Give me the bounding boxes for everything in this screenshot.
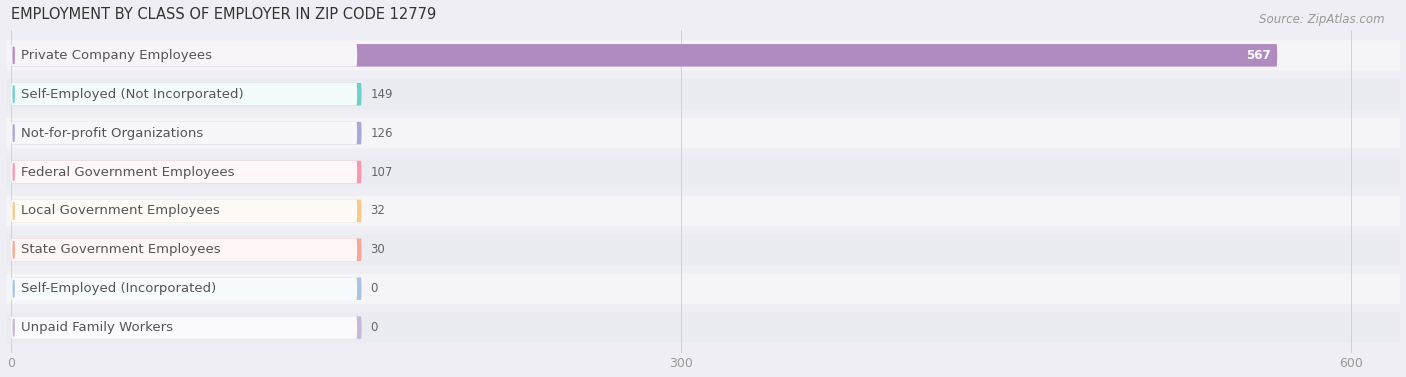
FancyBboxPatch shape xyxy=(7,313,1400,343)
Text: 107: 107 xyxy=(371,166,392,179)
FancyBboxPatch shape xyxy=(11,161,361,183)
Text: 32: 32 xyxy=(371,204,385,218)
FancyBboxPatch shape xyxy=(11,44,357,67)
FancyBboxPatch shape xyxy=(11,277,357,300)
FancyBboxPatch shape xyxy=(11,200,357,222)
FancyBboxPatch shape xyxy=(11,239,357,261)
Text: Self-Employed (Not Incorporated): Self-Employed (Not Incorporated) xyxy=(21,88,243,101)
Text: 30: 30 xyxy=(371,243,385,256)
FancyBboxPatch shape xyxy=(11,316,357,339)
FancyBboxPatch shape xyxy=(11,83,357,106)
FancyBboxPatch shape xyxy=(11,122,357,144)
Text: Self-Employed (Incorporated): Self-Employed (Incorporated) xyxy=(21,282,217,295)
FancyBboxPatch shape xyxy=(7,157,1400,187)
Text: Source: ZipAtlas.com: Source: ZipAtlas.com xyxy=(1260,13,1385,26)
FancyBboxPatch shape xyxy=(7,274,1400,304)
FancyBboxPatch shape xyxy=(11,277,361,300)
Text: State Government Employees: State Government Employees xyxy=(21,243,221,256)
Text: EMPLOYMENT BY CLASS OF EMPLOYER IN ZIP CODE 12779: EMPLOYMENT BY CLASS OF EMPLOYER IN ZIP C… xyxy=(11,7,436,22)
Text: Local Government Employees: Local Government Employees xyxy=(21,204,219,218)
FancyBboxPatch shape xyxy=(7,79,1400,109)
FancyBboxPatch shape xyxy=(11,44,1277,67)
FancyBboxPatch shape xyxy=(11,122,361,144)
Text: Not-for-profit Organizations: Not-for-profit Organizations xyxy=(21,127,202,139)
Text: 149: 149 xyxy=(371,88,394,101)
Text: 126: 126 xyxy=(371,127,394,139)
Text: 567: 567 xyxy=(1246,49,1271,62)
FancyBboxPatch shape xyxy=(11,161,357,183)
FancyBboxPatch shape xyxy=(11,200,361,222)
FancyBboxPatch shape xyxy=(11,316,361,339)
FancyBboxPatch shape xyxy=(11,83,361,106)
FancyBboxPatch shape xyxy=(7,40,1400,70)
Text: 0: 0 xyxy=(371,282,378,295)
FancyBboxPatch shape xyxy=(7,234,1400,265)
Text: 0: 0 xyxy=(371,321,378,334)
FancyBboxPatch shape xyxy=(11,239,361,261)
Text: Private Company Employees: Private Company Employees xyxy=(21,49,212,62)
FancyBboxPatch shape xyxy=(7,196,1400,226)
Text: Unpaid Family Workers: Unpaid Family Workers xyxy=(21,321,173,334)
Text: Federal Government Employees: Federal Government Employees xyxy=(21,166,235,179)
FancyBboxPatch shape xyxy=(7,118,1400,148)
